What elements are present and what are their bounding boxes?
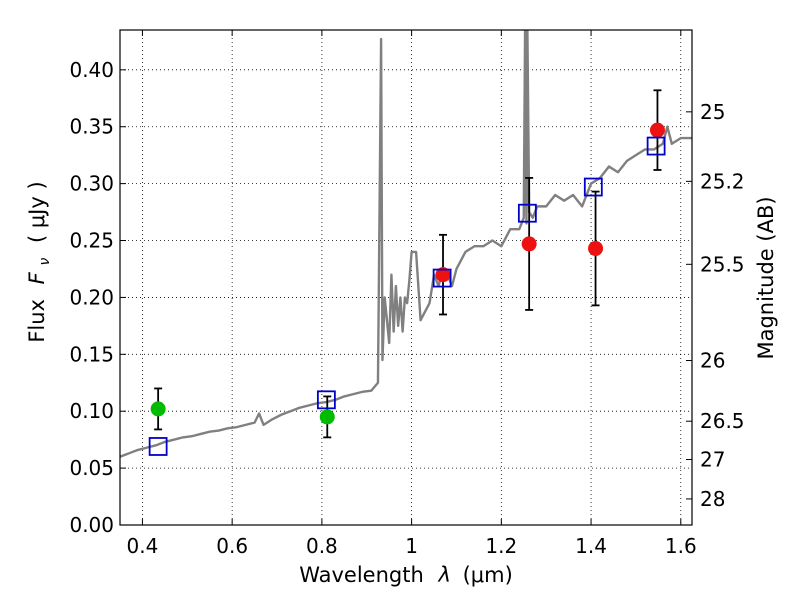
y-tick-label: 0.25 [69, 229, 114, 253]
y-axis-label-symbol: F [25, 271, 49, 284]
x-tick-label: 0.4 [127, 534, 159, 558]
mag-tick-label: 25.5 [700, 252, 745, 276]
grid [120, 30, 692, 526]
red-data-point [521, 236, 537, 252]
x-tick-label: 0.8 [306, 534, 338, 558]
mag-tick-label: 26.5 [700, 409, 745, 433]
plot-frame [119, 29, 693, 526]
model-square-marker [432, 268, 452, 288]
mag-tick-label: 26 [700, 349, 725, 373]
x-tick-label: 1.4 [575, 534, 607, 558]
y-axis-label-unit: ( μJy ) [25, 181, 49, 243]
data-markers [148, 122, 666, 456]
y-tick-label: 0.05 [69, 456, 114, 480]
y-tick-label: 0.30 [69, 172, 114, 196]
y-tick-label: 0.10 [69, 399, 114, 423]
x-tick-label: 1.2 [485, 534, 517, 558]
x-axis-label-text: Wavelength [299, 563, 424, 587]
y-tick-label: 0.15 [69, 342, 114, 366]
errorbars [154, 89, 662, 439]
model-square-marker [646, 136, 666, 156]
green-data-point [319, 409, 335, 425]
red-data-point [435, 267, 451, 283]
model-square-marker [316, 390, 336, 410]
green-data-point [150, 401, 166, 417]
y-tick-label: 0.40 [69, 58, 114, 82]
spectrum-line [120, 30, 692, 458]
y-axis-label-subscript: ν [37, 258, 53, 266]
spectrum-series [120, 30, 692, 458]
red-data-point [588, 240, 604, 256]
model-square-marker [583, 177, 603, 197]
x-axis-label-symbol: λ [437, 563, 450, 587]
mag-tick-label: 25.2 [700, 169, 745, 193]
axis-ticks: 0.4 0.6 0.8 1 1.2 1.4 1.6 0.00 0.05 0.10 0.15 0.20 0… [69, 30, 745, 558]
mag-tick-label: 27 [700, 448, 725, 472]
model-square-marker [148, 437, 168, 456]
x-axis-label-unit: (μm) [463, 563, 513, 587]
y-tick-label: 0.35 [69, 115, 114, 139]
x-axis-label: Wavelength λ (μm) [299, 563, 513, 587]
x-tick-label: 1.6 [665, 534, 697, 558]
y-tick-label: 0.00 [69, 513, 114, 537]
y-axis-label-text: Flux [25, 299, 49, 343]
mag-tick-label: 28 [700, 487, 725, 511]
y-tick-label: 0.20 [69, 285, 114, 309]
mag-tick-label: 25 [700, 100, 725, 124]
red-data-point [649, 122, 665, 138]
y-axis-label: Flux F ν ( μJy ) [25, 181, 54, 342]
x-tick-label: 1 [405, 534, 418, 558]
magnitude-axis-label: Magnitude (AB) [754, 196, 778, 359]
model-square-marker [517, 203, 537, 223]
x-tick-label: 0.6 [216, 534, 248, 558]
